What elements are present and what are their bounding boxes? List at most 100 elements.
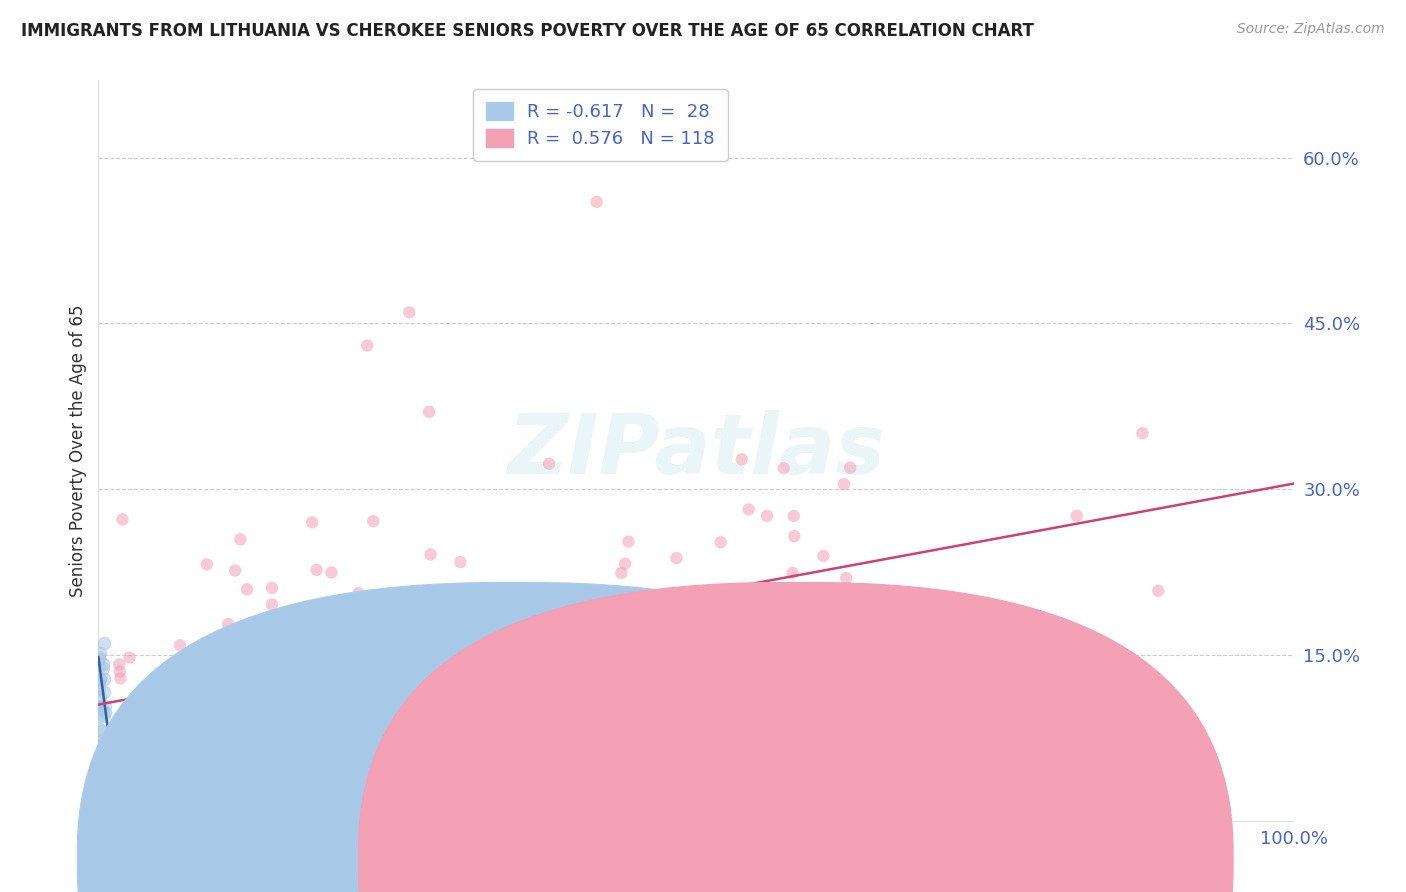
Point (441, 744, 464, 758)
Point (93, 672, 115, 686)
Point (700, 625, 723, 640)
Point (89, 646, 111, 660)
Point (118, 650, 141, 665)
Point (229, 533, 252, 547)
Point (444, 645, 467, 659)
Point (832, 477, 855, 491)
Point (224, 564, 246, 578)
Point (290, 615, 312, 629)
Point (665, 551, 688, 566)
Point (91, 738, 114, 752)
Point (111, 512, 134, 526)
Point (413, 725, 436, 739)
Point (654, 614, 676, 628)
Text: Cherokee: Cherokee (820, 851, 898, 869)
Point (585, 194, 607, 209)
Point (679, 618, 702, 632)
Point (287, 723, 309, 737)
Y-axis label: Seniors Poverty Over the Age of 65: Seniors Poverty Over the Age of 65 (69, 304, 87, 597)
Point (283, 698, 305, 712)
Point (456, 681, 478, 695)
Point (291, 700, 314, 714)
Point (169, 638, 191, 652)
Point (614, 557, 637, 571)
Point (392, 670, 415, 684)
Point (775, 591, 797, 605)
Point (818, 681, 841, 695)
Point (626, 585, 648, 599)
Point (118, 701, 141, 715)
Point (93, 661, 115, 675)
Point (600, 669, 623, 683)
Point (89, 709, 111, 723)
Point (236, 803, 259, 817)
Point (146, 714, 169, 729)
Point (232, 697, 254, 711)
Text: ZIPatlas: ZIPatlas (508, 410, 884, 491)
Point (772, 461, 794, 475)
Point (242, 654, 264, 668)
Point (1147, 583, 1170, 598)
Point (89, 723, 111, 737)
Point (231, 803, 253, 817)
Point (853, 621, 876, 635)
Point (89, 698, 111, 713)
Point (813, 549, 835, 563)
Point (851, 641, 873, 656)
Point (291, 661, 314, 675)
Point (765, 605, 787, 619)
Point (89, 702, 111, 716)
Point (260, 598, 283, 612)
Point (262, 674, 284, 689)
Point (93, 708, 115, 723)
Point (89, 699, 111, 714)
Point (419, 547, 441, 561)
Point (692, 657, 714, 671)
Point (835, 571, 858, 585)
Point (356, 338, 378, 352)
Point (89, 674, 111, 689)
Point (655, 739, 678, 754)
Point (108, 665, 131, 679)
Point (342, 755, 364, 769)
Point (405, 649, 427, 664)
Point (110, 672, 132, 686)
Point (91, 657, 114, 671)
Point (229, 664, 252, 678)
Point (236, 582, 259, 597)
Point (89, 649, 111, 664)
Point (321, 566, 343, 580)
Point (513, 691, 536, 706)
Point (446, 606, 468, 620)
Point (93, 636, 115, 650)
Point (470, 683, 492, 698)
Point (613, 720, 636, 734)
Point (538, 457, 561, 471)
Point (540, 712, 562, 726)
Point (839, 460, 862, 475)
Point (368, 636, 391, 650)
Point (346, 736, 368, 750)
Text: Source: ZipAtlas.com: Source: ZipAtlas.com (1237, 22, 1385, 37)
Point (260, 581, 283, 595)
Point (89, 732, 111, 747)
Point (253, 718, 276, 732)
Point (94, 699, 117, 714)
Point (398, 305, 420, 319)
Point (444, 714, 467, 728)
Point (527, 643, 550, 657)
Point (253, 646, 276, 660)
Point (408, 760, 430, 774)
Point (114, 753, 136, 767)
Point (90, 702, 112, 716)
Point (561, 716, 583, 731)
Point (281, 646, 304, 660)
Point (352, 747, 374, 761)
Point (731, 452, 754, 467)
Point (413, 715, 436, 730)
Point (783, 529, 806, 543)
Point (305, 563, 328, 577)
Point (347, 703, 370, 717)
Point (1066, 508, 1088, 523)
Point (87, 682, 110, 697)
